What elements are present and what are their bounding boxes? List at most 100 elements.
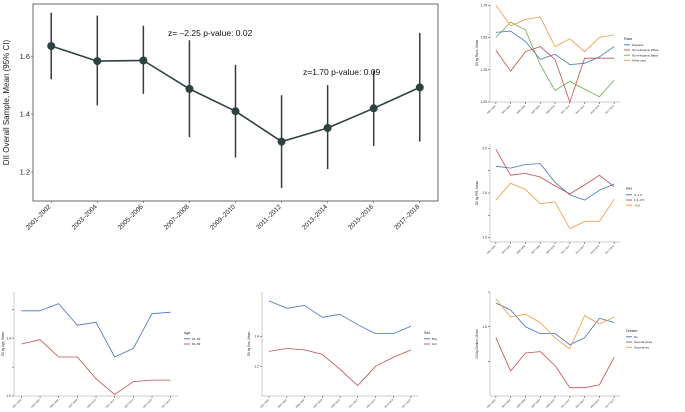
legend-label: Several times: [634, 340, 653, 344]
x-tick-label: 2007–2008: [531, 399, 541, 409]
data-point: [415, 83, 424, 92]
x-tick-label: 2005–2006: [517, 105, 527, 115]
legend-label: >3.5: [634, 203, 640, 207]
x-tick-label: 2009–2010: [546, 399, 556, 409]
x-tick-label: 2009–2010: [546, 245, 556, 255]
x-tick-label: 2005–2006: [517, 399, 527, 409]
x-tick-label: 2001–2002: [487, 105, 497, 115]
x-tick-label: 2003–2004: [278, 399, 288, 409]
x-tick-label: 2007–2008: [163, 203, 191, 231]
x-tick-label: 2005–2006: [117, 203, 145, 231]
x-tick-label: 2005–2006: [50, 399, 60, 409]
data-point: [139, 56, 148, 65]
annotation-text: z= –2.25 p-value: 0.02: [168, 28, 253, 38]
sex-panel: 1.2 1.4 DII by Sex, Mean 2001–2002 2003–2004…: [246, 288, 454, 412]
x-tick-label: 2007–2008: [69, 399, 79, 409]
data-point: [93, 57, 102, 66]
y-tick-label: 1.25: [481, 68, 488, 72]
x-tick-label: 2001–2002: [25, 203, 53, 231]
series-line: [495, 298, 615, 350]
series-line: [495, 21, 615, 98]
x-tick-label: 2003–2004: [502, 399, 512, 409]
series-line: [495, 5, 615, 53]
y-tick-label: 1.6: [20, 52, 30, 61]
legend-label: Hispanic: [632, 43, 644, 47]
series-line: [495, 182, 615, 229]
y-tick-label: 1.75: [481, 3, 488, 7]
series-line: [495, 149, 615, 195]
x-tick-label: 2017–2018: [393, 203, 421, 231]
y-tick-label: 1.4: [20, 110, 30, 119]
age-panel: 1.0 1.4 DII by Age, Mean 2001–2002 2003–2004…: [0, 288, 212, 412]
x-tick-label: 2003–2004: [502, 245, 512, 255]
y-tick-label: 1.2: [20, 168, 30, 177]
y-tick-label: 1.00: [481, 100, 488, 104]
y-tick-label: 2.0: [482, 147, 487, 151]
x-tick-label: 2013–2014: [576, 245, 586, 255]
pir-panel: 1.0 1.5 2.0 DII by PIR, Mean 2001–2002 2003–2…: [474, 142, 685, 260]
x-tick-label: 2013–2014: [576, 399, 586, 409]
annotation-text: z=1.70 p-value: 0.09: [303, 67, 381, 77]
series-line: [268, 348, 412, 386]
y-axis-label: DII by Race, Mean: [475, 40, 479, 67]
x-tick-label: 2011–2012: [561, 399, 571, 409]
x-tick-label: 2017–2018: [162, 399, 172, 409]
x-tick-label: 2017–2018: [402, 399, 412, 409]
series-line: [495, 337, 615, 389]
x-tick-label: 2005–2006: [296, 399, 306, 409]
data-point: [185, 84, 194, 93]
legend-label: Girl: [432, 342, 437, 346]
y-axis-label: DII Overall Sample, Mean (95% CI): [2, 39, 11, 165]
series-line: [495, 163, 615, 201]
legend-title: Race: [624, 37, 632, 41]
x-tick-label: 2015–2016: [591, 105, 601, 115]
x-tick-label: 2003–2004: [71, 203, 99, 231]
legend-title: Sex: [424, 331, 430, 335]
x-tick-label: 2009–2010: [331, 399, 341, 409]
y-tick-label: 1.4: [254, 335, 259, 339]
x-tick-label: 2015–2016: [591, 245, 601, 255]
x-tick-label: 2001–2002: [487, 399, 497, 409]
y-tick-label: 1.0: [482, 236, 487, 240]
race-panel: 1.00 1.25 1.50 1.75 DII by Race, Mean 2001–20…: [474, 2, 685, 120]
legend-title: PIR: [626, 187, 632, 191]
x-tick-label: 2007–2008: [531, 245, 541, 255]
x-tick-label: 2017–2018: [605, 399, 615, 409]
legend-title: Age: [184, 331, 190, 335]
legend-label: No: [634, 335, 638, 339]
y-tick-label: 1.4: [6, 336, 11, 340]
x-tick-label: 2003–2004: [502, 105, 512, 115]
series-line: [21, 303, 171, 358]
y-tick-label: 1.5: [482, 325, 487, 329]
legend-label: Other race: [632, 59, 647, 63]
drinker-panel: 1.5 DII by Drinker, Mean 2001–2002 2003–200…: [474, 288, 685, 412]
legend-label: 0–1.3: [634, 193, 642, 197]
series-line: [21, 339, 171, 395]
x-tick-label: 2015–2016: [347, 203, 375, 231]
x-tick-label: 2015–2016: [591, 399, 601, 409]
x-tick-label: 2011–2012: [561, 105, 571, 115]
legend-label: 1.3–3.5: [634, 198, 644, 202]
legend-label: Non-Hispanic Black: [632, 53, 659, 57]
y-tick-label: 1.0: [6, 394, 11, 398]
x-tick-label: 2011–2012: [255, 203, 283, 231]
legend-label: 20–59: [192, 337, 201, 341]
x-tick-label: 2011–2012: [561, 245, 571, 255]
x-tick-label: 2003–2004: [31, 399, 41, 409]
series-line: [495, 302, 615, 346]
legend-title: Drinker: [626, 329, 638, 333]
legend-label: Non-Hispanic White: [632, 48, 659, 52]
main-panel: 1.2 1.4 1.6 DII Overall Sample, Mean (95% C…: [0, 0, 440, 232]
x-tick-label: 2017–2018: [605, 105, 615, 115]
y-tick-label: 1.2: [254, 364, 259, 368]
x-tick-label: 2015–2016: [384, 399, 394, 409]
x-tick-label: 2013–2014: [576, 105, 586, 115]
legend-label: Boy: [432, 337, 438, 341]
y-axis-label: DII by Sex, Mean: [247, 332, 251, 357]
